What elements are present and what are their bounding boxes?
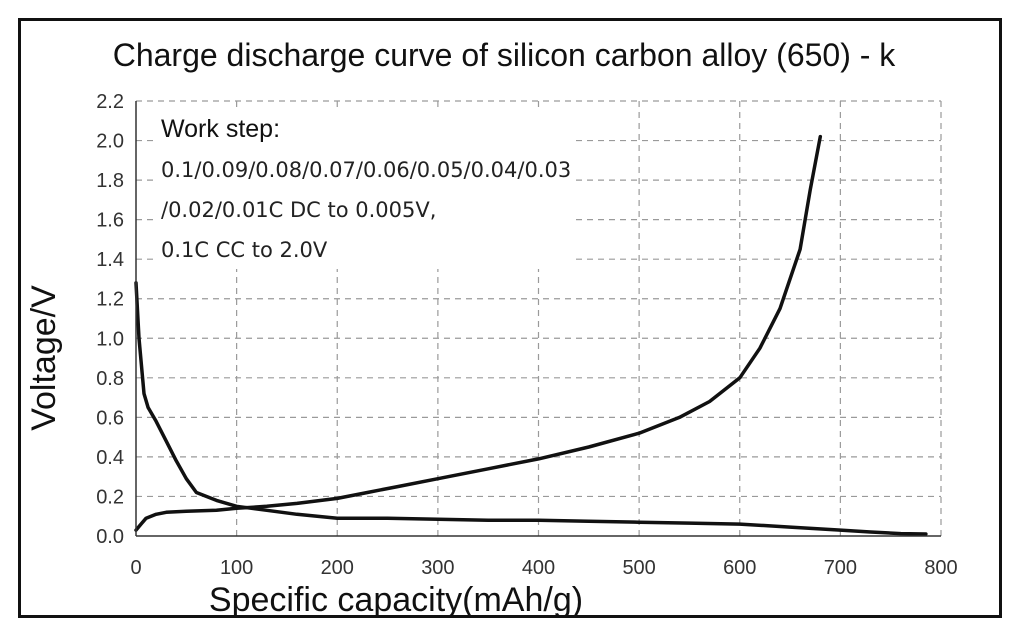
y-tick-label: 0.2 <box>96 486 124 508</box>
y-tick-label: 1.2 <box>96 289 124 311</box>
y-tick-label: 2.0 <box>96 131 124 153</box>
y-tick-label: 1.6 <box>96 210 124 232</box>
chart-title: Charge discharge curve of silicon carbon… <box>113 37 897 73</box>
tick-labels: 0 100 200 300 400 500 600 700 800 0.0 0.2 0.4 0.6 0.8… <box>96 91 958 579</box>
y-axis-title: Voltage/V <box>25 285 63 431</box>
axes <box>135 101 941 537</box>
y-tick-label: 0.4 <box>96 447 124 469</box>
chart-svg: Charge discharge curve of silicon carbon… <box>25 37 958 615</box>
annotation-line: Work step: <box>161 115 280 143</box>
annotation-line: 0.1C CC to 2.0V <box>161 238 328 262</box>
y-tick-label: 0.0 <box>96 526 124 548</box>
x-tick-label: 500 <box>622 557 655 579</box>
y-tick-label: 1.8 <box>96 170 124 192</box>
y-tick-label: 1.4 <box>96 249 124 271</box>
x-axis-title: Specific capacity(mAh/g) <box>209 581 583 615</box>
series-line-2 <box>134 134 823 532</box>
annotation-background <box>153 109 573 269</box>
annotation-line: 0.1/0.09/0.08/0.07/0.06/0.05/0.04/0.03 <box>161 158 571 182</box>
x-tick-label: 400 <box>522 557 555 579</box>
x-tick-label: 600 <box>723 557 756 579</box>
y-tick-label: 0.8 <box>96 368 124 390</box>
series-lines <box>134 134 928 536</box>
chart-frame: Charge discharge curve of silicon carbon… <box>18 18 1002 618</box>
y-tick-label: 2.2 <box>96 91 124 113</box>
x-tick-label: 300 <box>421 557 454 579</box>
y-tick-label: 0.6 <box>96 407 124 429</box>
series-line-1 <box>134 281 928 536</box>
x-tick-label: 100 <box>220 557 253 579</box>
annotation-box: Work step: 0.1/0.09/0.08/0.07/0.06/0.05/0… <box>153 109 573 269</box>
x-tick-label: 0 <box>130 557 141 579</box>
y-tick-label: 1.0 <box>96 328 124 350</box>
annotation-line: /0.02/0.01C DC to 0.005V, <box>161 198 436 222</box>
x-tick-label: 200 <box>321 557 354 579</box>
x-tick-label: 800 <box>924 557 957 579</box>
x-tick-label: 700 <box>824 557 857 579</box>
